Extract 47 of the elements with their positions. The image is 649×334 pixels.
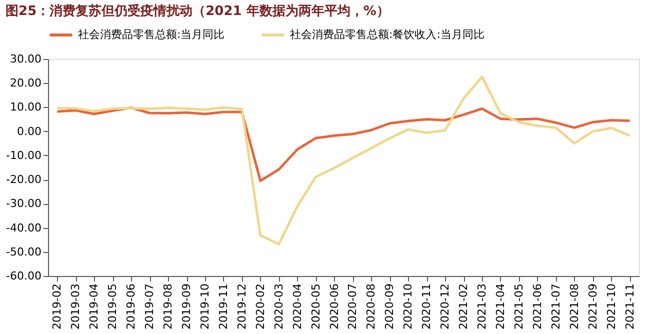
legend-label: 社会消费品零售总额:当月同比 — [78, 28, 225, 41]
x-tick-label: 2021-04 — [494, 284, 507, 330]
x-tick-label: 2021-07 — [549, 284, 562, 330]
x-tick-label: 2021-11 — [623, 284, 636, 330]
x-tick-label: 2019-06 — [124, 284, 138, 330]
y-tick-label: -30.00 — [6, 197, 42, 210]
line-series — [56, 76, 632, 246]
x-tick-label: 2019-12 — [235, 284, 248, 330]
x-tick-label: 2020-07 — [346, 284, 360, 330]
y-tick-label: 30.00 — [10, 52, 42, 66]
x-tick-label: 2020-04 — [290, 284, 304, 330]
y-tick-label: -60.00 — [6, 270, 42, 282]
x-tick-label: 2020-09 — [383, 284, 396, 330]
y-tick-label: 10.00 — [10, 100, 42, 114]
x-tick-label: 2021-06 — [530, 284, 544, 330]
x-tick-label: 2020-12 — [438, 284, 452, 330]
x-tick-label: 2020-06 — [328, 284, 341, 330]
line-series — [56, 106, 632, 182]
x-tick-label: 2021-05 — [512, 284, 526, 330]
chart-title: 图25：消费复苏但仍受疫情扰动（2021 年数据为两年平均，%） — [6, 3, 390, 19]
x-tick-label: 2020-08 — [364, 284, 378, 330]
y-tick-label: 20.00 — [10, 76, 42, 90]
y-tick-label: -20.00 — [6, 173, 42, 186]
x-tick-label: 2021-02 — [457, 284, 470, 330]
x-tick-label: 2020-05 — [309, 284, 322, 330]
x-tick-label: 2019-04 — [88, 284, 101, 330]
x-tick-label: 2021-09 — [586, 284, 600, 330]
legend-label: 社会消费品零售总额:餐饮收入:当月同比 — [290, 28, 484, 41]
x-tick-label: 2019-09 — [180, 284, 194, 330]
y-tick-label: -40.00 — [6, 221, 42, 234]
x-tick-label: 2019-07 — [143, 284, 156, 330]
x-tick-label: 2019-10 — [198, 284, 212, 330]
y-tick-label: 0.00 — [17, 124, 42, 138]
x-tick-label: 2019-02 — [50, 284, 64, 330]
y-tick-label: -10.00 — [6, 148, 42, 162]
x-tick-label: 2021-03 — [476, 284, 489, 330]
x-tick-label: 2021-10 — [604, 284, 618, 330]
x-tick-label: 2020-03 — [272, 284, 286, 330]
y-tick-label: -50.00 — [6, 245, 42, 258]
x-tick-label: 2020-02 — [254, 284, 267, 330]
x-tick-label: 2019-11 — [216, 284, 230, 330]
x-tick-label: 2021-08 — [568, 284, 581, 330]
x-tick-label: 2019-08 — [162, 284, 175, 330]
x-tick-label: 2020-11 — [420, 284, 434, 330]
x-tick-label: 2020-10 — [402, 284, 415, 330]
x-tick-label: 2019-05 — [106, 284, 120, 330]
x-tick-label: 2019-03 — [69, 284, 82, 330]
